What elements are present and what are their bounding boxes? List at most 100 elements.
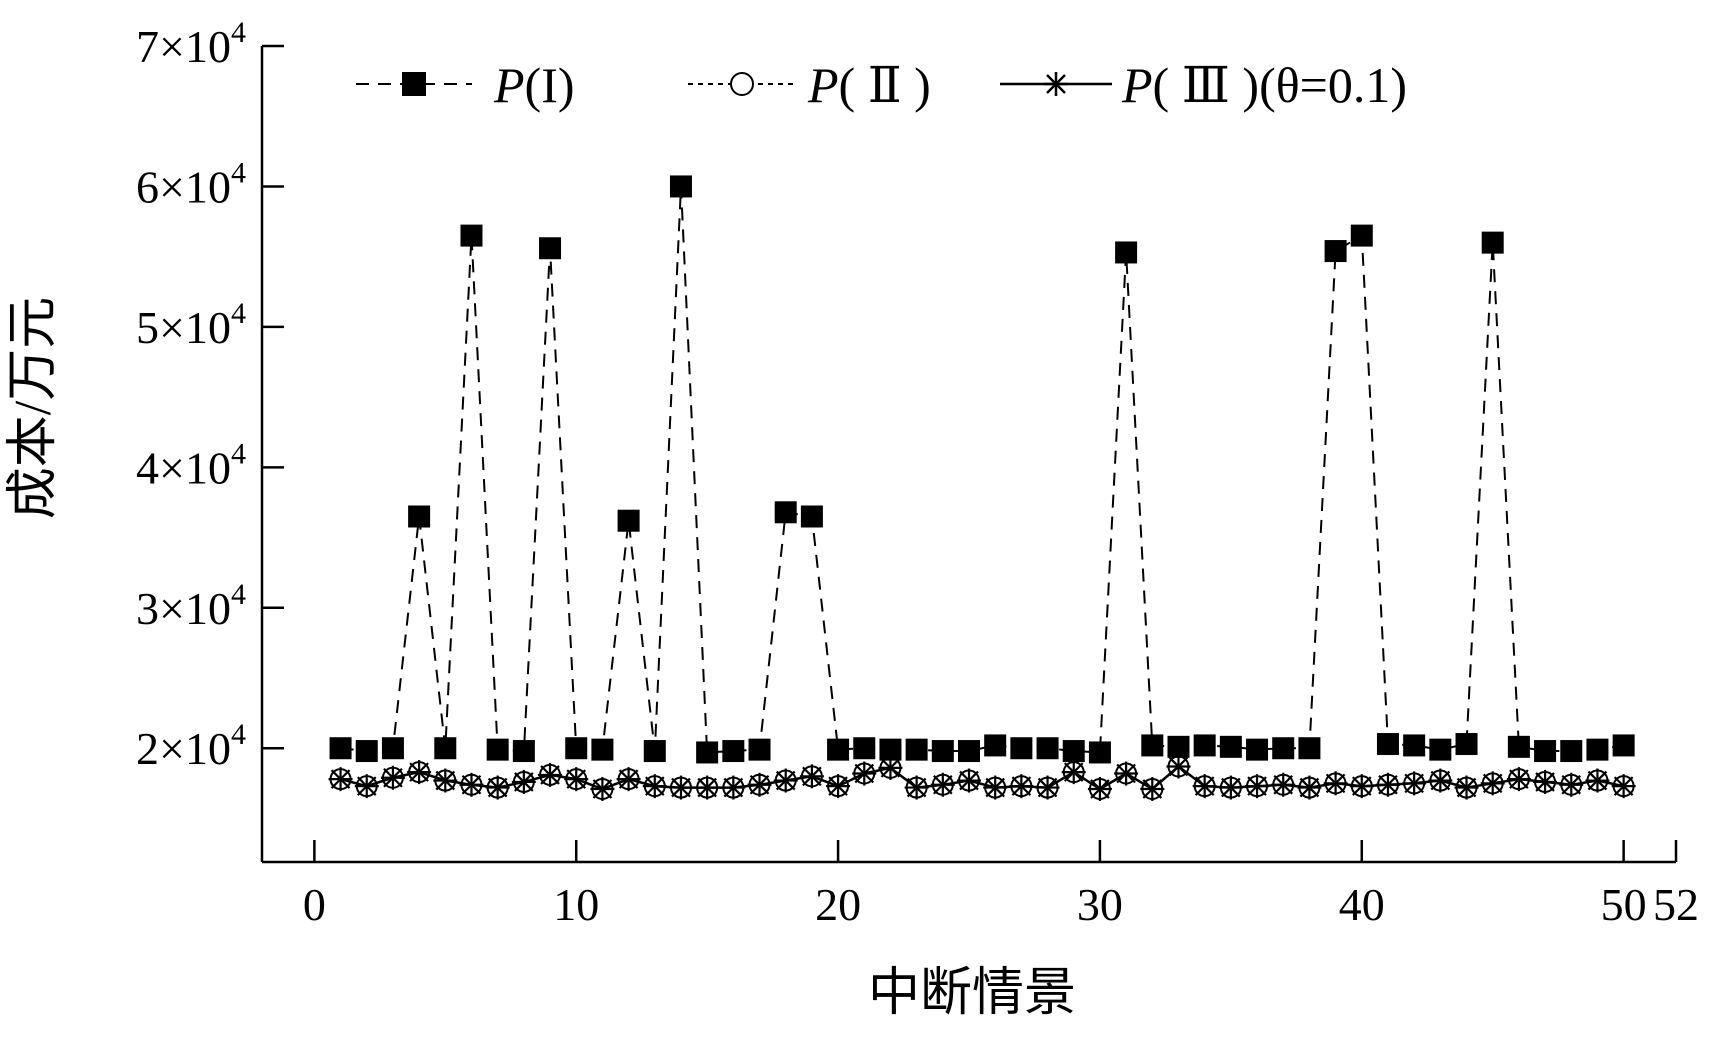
asterisk-marker [1271,772,1296,797]
legend-marker-p2 [730,72,754,96]
axes [260,46,1676,864]
square-marker [408,505,431,528]
asterisk-marker [564,767,589,792]
asterisk-marker [1611,774,1636,799]
square-marker [1612,734,1635,757]
square-marker [931,740,954,763]
square-marker [1193,734,1216,757]
asterisk-marker [1087,776,1112,801]
asterisk-marker [1402,771,1427,796]
asterisk-marker [1428,768,1453,793]
legend-label-p3: P( Ⅲ )(θ=0.1) [1121,57,1407,113]
square-marker [355,740,378,763]
x-tick-label: 50 [1601,879,1647,930]
square-marker [879,738,902,761]
asterisk-marker [852,761,877,786]
square-marker [1036,737,1059,760]
square-marker [617,509,640,532]
asterisk-marker [1454,775,1479,800]
asterisk-marker [1533,769,1558,794]
asterisk-marker [799,764,824,789]
square-marker [905,738,928,761]
asterisk-marker [1035,775,1060,800]
y-tick-label: 7×104 [136,16,246,72]
x-axis-title: 中断情景 [868,965,1076,1022]
asterisk-marker [1480,771,1505,796]
x-tick-label: 30 [1077,879,1123,930]
asterisk-marker [904,775,929,800]
square-marker [1481,231,1504,254]
series [328,175,1636,801]
asterisk-marker [1140,776,1165,801]
asterisk-marker [826,774,851,799]
asterisk-marker [1245,774,1270,799]
asterisk-marker [1506,767,1531,792]
square-marker [434,737,457,760]
square-marker [1272,737,1295,760]
square-marker [512,740,535,763]
square-marker [722,740,745,763]
asterisk-marker [485,775,510,800]
square-marker [1534,740,1557,763]
asterisk-marker [642,774,667,799]
square-marker [591,738,614,761]
square-marker [1219,735,1242,758]
asterisk-marker [1375,772,1400,797]
square-marker [1141,734,1164,757]
asterisk-marker [721,775,746,800]
x-tick-label: 0 [303,879,326,930]
square-marker [1246,738,1269,761]
asterisk-marker [1559,772,1584,797]
x-ticks: 0 10 20 30 40 50 52 [303,840,1699,930]
asterisk-marker [930,772,955,797]
asterisk-marker [1349,774,1374,799]
series-3 [328,754,1636,801]
square-marker [1115,241,1138,264]
square-marker [1350,224,1373,247]
legend: P(I) P( Ⅱ ) P( Ⅲ )(θ=0.1) [356,57,1407,113]
square-marker [1088,741,1111,764]
asterisk-marker [380,765,405,790]
square-marker [1298,737,1321,760]
asterisk-marker [590,776,615,801]
y-tick-label: 6×104 [136,156,246,212]
asterisk-marker [1114,761,1139,786]
asterisk-marker [328,767,353,792]
series-1-line [340,186,1624,754]
legend-marker-p1 [402,72,426,96]
x-tick-label: 40 [1339,879,1385,930]
square-marker [853,737,876,760]
y-tick-label: 4×104 [136,437,246,493]
square-marker [827,738,850,761]
square-marker [984,734,1007,757]
x-tick-label: 20 [815,879,861,930]
square-marker [748,738,771,761]
square-marker [1429,738,1452,761]
square-marker [539,237,562,260]
square-marker [1376,733,1399,756]
asterisk-marker [957,768,981,793]
asterisk-marker [511,769,536,794]
asterisk-marker [983,775,1008,800]
asterisk-marker [1166,754,1191,779]
asterisk-marker [407,760,432,785]
asterisk-marker [773,768,798,793]
asterisk-marker [695,775,720,800]
asterisk-marker [1323,771,1348,796]
x-tick-label: 10 [553,879,599,930]
square-marker [486,738,509,761]
asterisk-marker [668,775,693,800]
asterisk-marker [354,774,379,799]
asterisk-marker [747,772,772,797]
legend-item-p3: P( Ⅲ )(θ=0.1) [1000,57,1407,113]
y-ticks: 2×104 3×104 4×104 5×104 6×104 7×104 [136,16,284,774]
square-marker [329,737,352,760]
square-marker [774,501,797,524]
y-tick-label: 3×104 [136,578,246,634]
asterisk-marker [1297,775,1322,800]
square-marker [1507,735,1530,758]
square-marker [696,741,719,764]
legend-item-p2: P( Ⅱ ) [688,57,931,113]
legend-label-p1: P(I) [493,57,575,113]
